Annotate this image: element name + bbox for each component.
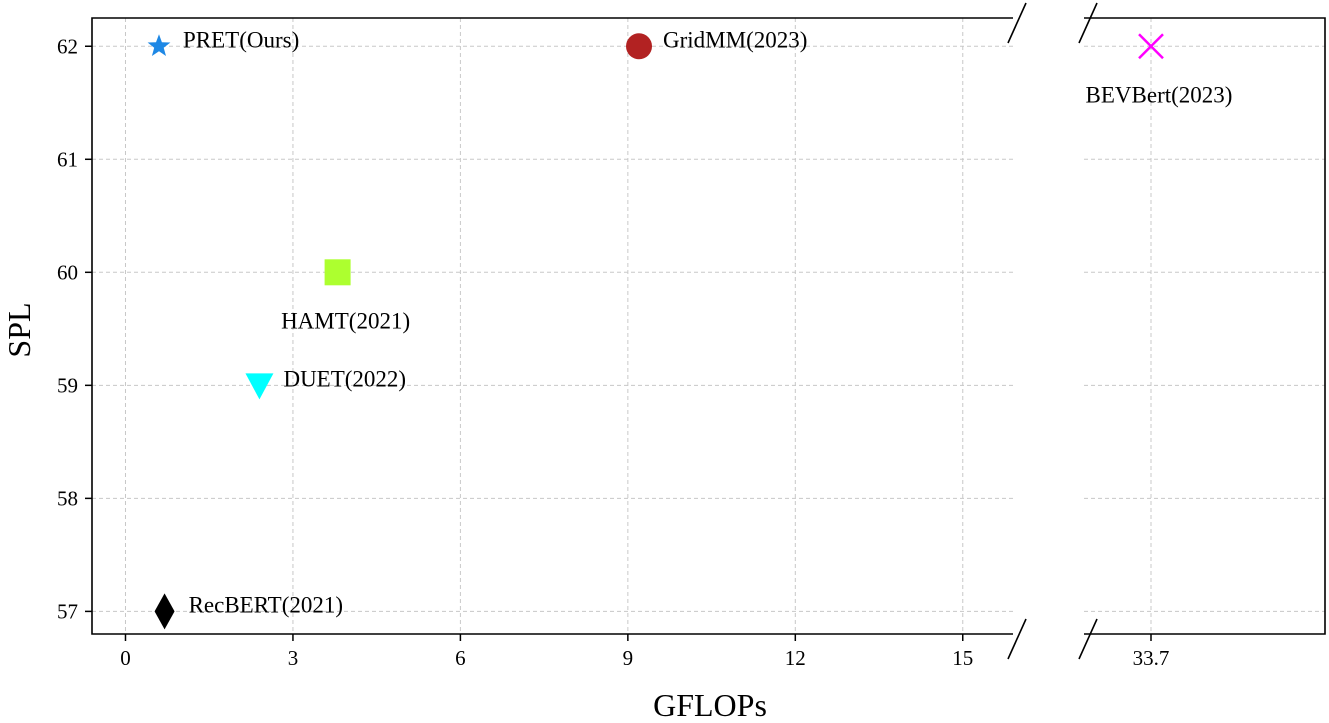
point-bevbert-2023 xyxy=(1138,33,1164,60)
axis-break-mark xyxy=(1007,2,1027,44)
x-tick-label: 3 xyxy=(288,646,299,670)
y-tick-label: 62 xyxy=(57,34,78,58)
label-hamt-2021: HAMT(2021) xyxy=(281,308,410,333)
y-tick-label: 57 xyxy=(57,599,78,623)
axes-frame xyxy=(91,2,1326,660)
x-tick-label: 6 xyxy=(455,646,466,670)
point-labels: PRET(Ours) GridMM(2023) HAMT(2021) DUET(202… xyxy=(183,27,1232,617)
axis-ticks: 57 58 59 60 61 62 0 3 6 9 12 15 33.7 xyxy=(57,34,1169,670)
x-axis-title: GFLOPs xyxy=(653,687,767,723)
x-tick-label: 33.7 xyxy=(1133,646,1170,670)
x-tick-label: 15 xyxy=(952,646,973,670)
y-tick-label: 58 xyxy=(57,486,78,510)
axis-break-mark xyxy=(1007,618,1027,660)
x-tick-label: 0 xyxy=(120,646,131,670)
data-points xyxy=(147,33,1164,630)
point-gridmm-2023 xyxy=(626,33,653,60)
left-panel-frame xyxy=(91,17,1013,635)
x-tick-label: 9 xyxy=(623,646,634,670)
grid-lines xyxy=(92,18,1325,634)
label-bevbert-2023: BEVBert(2023) xyxy=(1086,82,1233,107)
x-marker-stroke xyxy=(1138,33,1164,60)
x-tick-label: 12 xyxy=(785,646,806,670)
label-recbert-2021: RecBERT(2021) xyxy=(189,592,343,617)
axis-break-mark xyxy=(1078,2,1098,44)
point-recbert-2021 xyxy=(154,593,175,630)
label-duet-2022: DUET(2022) xyxy=(283,366,406,391)
y-axis-title: SPL xyxy=(1,302,37,357)
label-pret-ours: PRET(Ours) xyxy=(183,27,299,52)
label-gridmm-2023: GridMM(2023) xyxy=(663,27,807,52)
axis-break-mark xyxy=(1078,618,1098,660)
y-tick-label: 59 xyxy=(57,373,78,397)
point-duet-2022 xyxy=(245,373,274,400)
y-tick-label: 60 xyxy=(57,260,78,284)
right-panel-frame xyxy=(1084,17,1326,635)
y-tick-label: 61 xyxy=(57,147,78,171)
point-hamt-2021 xyxy=(324,259,351,286)
point-pret-ours xyxy=(147,34,171,56)
